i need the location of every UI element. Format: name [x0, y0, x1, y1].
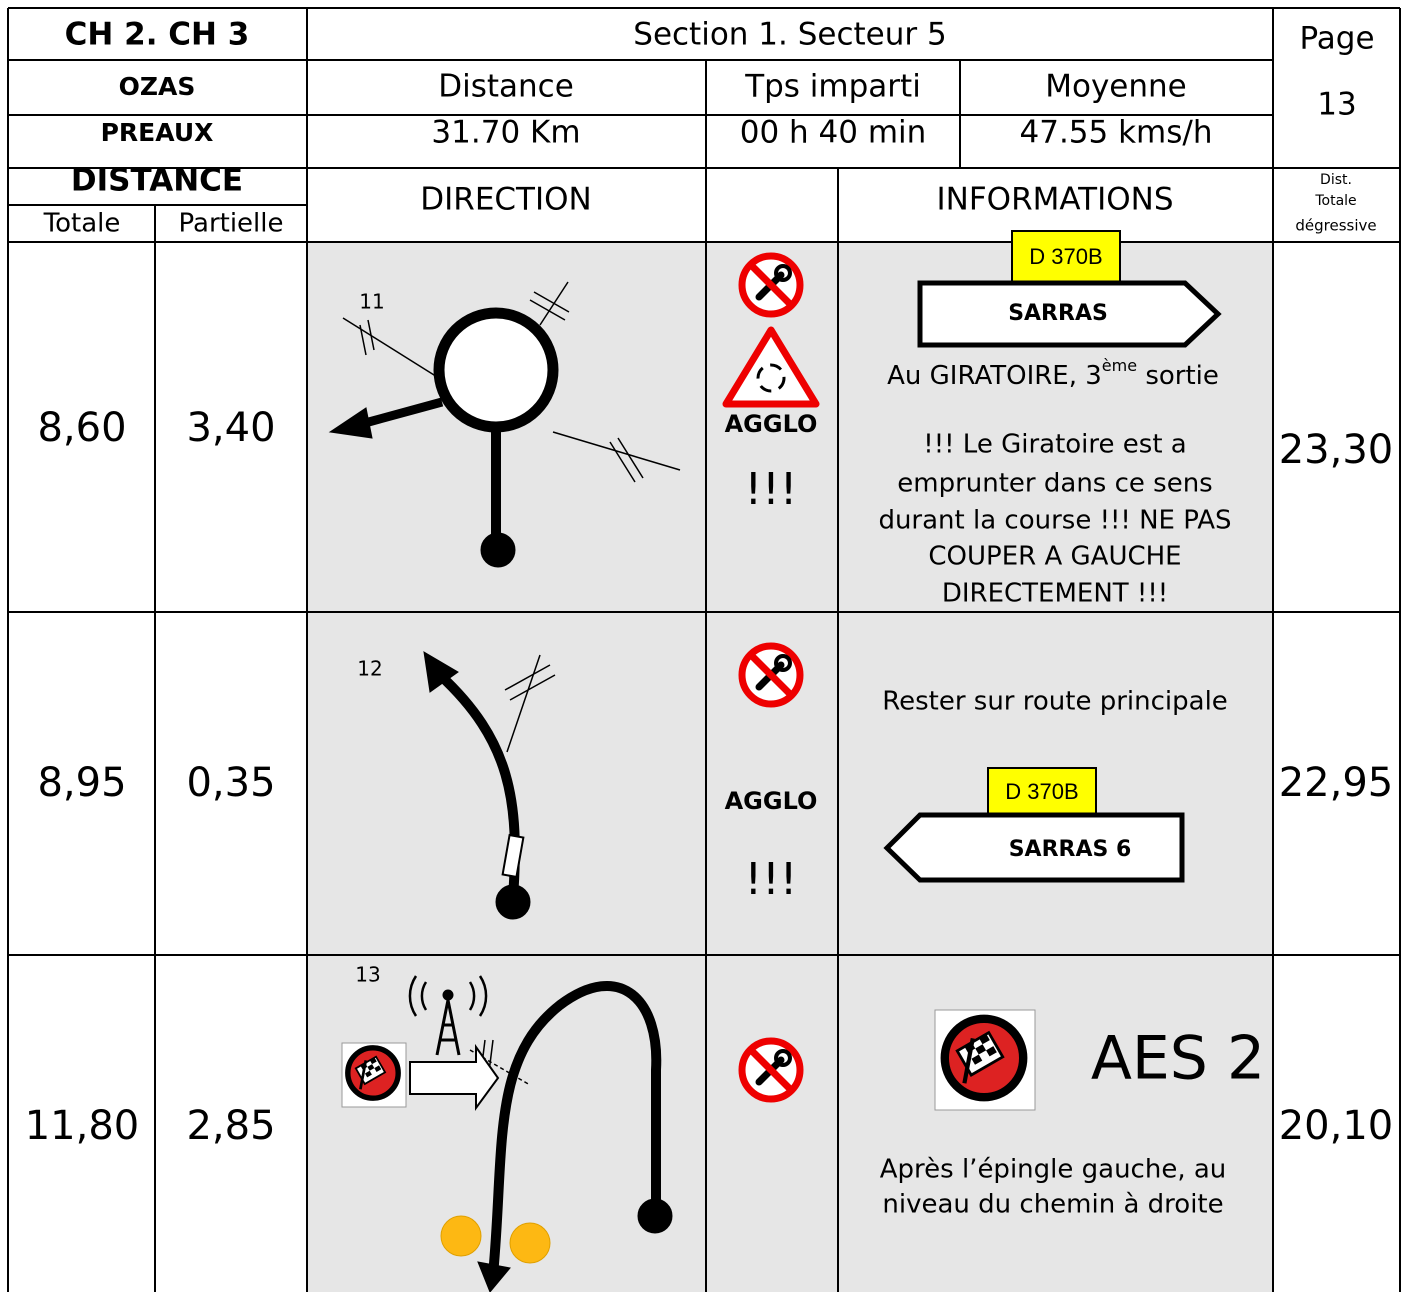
text-remaining: Dist.: [1320, 172, 1352, 188]
hairpin-diagram-part: [469, 1049, 531, 1086]
text-total: 11,80: [25, 1103, 140, 1149]
text-partial: 2,85: [186, 1103, 275, 1149]
text-sign: SARRAS: [1008, 301, 1108, 326]
roundabout-diagram: [328, 281, 681, 568]
road-diagram-part: [495, 884, 531, 920]
text-label: AES 2: [1091, 1024, 1265, 1094]
road-diagram-part: [506, 654, 541, 753]
roundabout-diagram-part: [433, 307, 559, 433]
text-section: Section 1. Secteur 5: [633, 17, 946, 53]
text-instruction: sortie: [1137, 361, 1219, 391]
text-instruction: Au GIRATOIRE, 3: [887, 361, 1102, 391]
hairpin-diagram-part: [477, 1261, 511, 1292]
road-diagram: [423, 651, 556, 920]
text-note: Après l’épingle gauche, au: [880, 1155, 1227, 1185]
text-total: Totale: [43, 209, 121, 239]
text-page: 13: [1317, 87, 1356, 123]
marker-dot: [440, 1215, 482, 1257]
text-direction: DIRECTION: [420, 182, 591, 218]
text-distance: 31.70 Km: [431, 115, 580, 151]
roundabout-warning-sign-part: [756, 363, 786, 393]
text-instruction: Rester sur route principale: [882, 687, 1228, 717]
hairpin-diagram: [408, 975, 673, 1292]
hairpin-diagram-part: [442, 989, 454, 1001]
text-note: !!! Le Giratoire est a: [923, 430, 1186, 460]
hairpin-diagram-part: [409, 1043, 500, 1112]
text-start: OZAS: [119, 72, 196, 101]
text-distance-label: Distance: [438, 69, 574, 105]
text-partial: Partielle: [179, 209, 284, 239]
text-road: D 370B: [1005, 779, 1078, 804]
text-remaining: 23,30: [1279, 427, 1394, 473]
text-number: 12: [357, 657, 382, 681]
roundabout-diagram-part: [359, 291, 644, 483]
text-informations: INFORMATIONS: [937, 182, 1174, 218]
roadbook-page-part: [742, 256, 800, 314]
roadbook-page-part: [742, 646, 800, 704]
text-number: 11: [359, 290, 384, 314]
text-end: PREAUX: [101, 118, 214, 147]
text-warning: !!!: [745, 854, 798, 905]
text-time-label: Tps imparti: [744, 69, 921, 105]
text-sign: SARRAS 6: [1009, 837, 1132, 862]
direction-sign: [917, 280, 1222, 348]
roadbook-page-part: [945, 1019, 1023, 1097]
text-warning: !!!: [745, 464, 798, 515]
text-partial: 3,40: [186, 405, 275, 451]
text-remaining: dégressive: [1295, 217, 1376, 235]
text-note: DIRECTEMENT !!!: [942, 579, 1168, 609]
table-grid: [7, 7, 1401, 1292]
text-page-label: Page: [1299, 21, 1374, 57]
roadbook-page-part: [348, 1048, 398, 1098]
roundabout-diagram-part: [328, 407, 373, 439]
text-note: emprunter dans ce sens: [897, 469, 1212, 499]
text-note: durant la course !!! NE PAS: [878, 506, 1231, 536]
direction-sign: [883, 812, 1185, 883]
roundabout-diagram-part: [480, 532, 516, 568]
roadbook-page-part: [742, 1041, 800, 1099]
text-remaining: Totale: [1314, 193, 1356, 209]
text-remaining: 22,95: [1279, 760, 1394, 806]
text-road: D 370B: [1029, 244, 1102, 269]
text-number: 13: [355, 963, 380, 987]
roundabout-diagram-part: [363, 397, 444, 428]
text-partial: 0,35: [186, 760, 275, 806]
hairpin-diagram-part: [408, 975, 488, 1017]
text-total: 8,60: [37, 405, 126, 451]
text-time: 00 h 40 min: [740, 115, 927, 151]
road-number-box: [1011, 230, 1121, 284]
roadbook-page-part: Au GIRATOIRE, 3ème sortie: [887, 356, 1219, 391]
text-note: niveau du chemin à droite: [882, 1190, 1223, 1220]
text-average-label: Moyenne: [1045, 69, 1187, 105]
text-note: COUPER A GAUCHE: [928, 542, 1181, 572]
road-number-box: [987, 767, 1097, 816]
text-remaining: 20,10: [1279, 1103, 1394, 1149]
text-agglo: AGGLO: [725, 787, 818, 815]
roundabout-diagram-part: [342, 317, 443, 381]
roundabout-warning-sign: [722, 326, 820, 408]
text-instruction: ème: [1102, 356, 1137, 375]
road-diagram-part: [423, 651, 459, 693]
text-distance: DISTANCE: [71, 163, 243, 199]
text-average: 47.55 kms/h: [1020, 115, 1213, 151]
hairpin-diagram-part: [488, 981, 662, 1276]
road-diagram-part: [504, 664, 556, 701]
roundabout-warning-sign-part: [722, 326, 820, 408]
text-total: 8,95: [37, 760, 126, 806]
hairpin-diagram-part: [637, 1198, 673, 1234]
marker-dot: [509, 1222, 551, 1264]
text-agglo: AGGLO: [725, 410, 818, 438]
road-diagram-part: [501, 833, 525, 879]
text-chapter: CH 2. CH 3: [65, 17, 250, 53]
